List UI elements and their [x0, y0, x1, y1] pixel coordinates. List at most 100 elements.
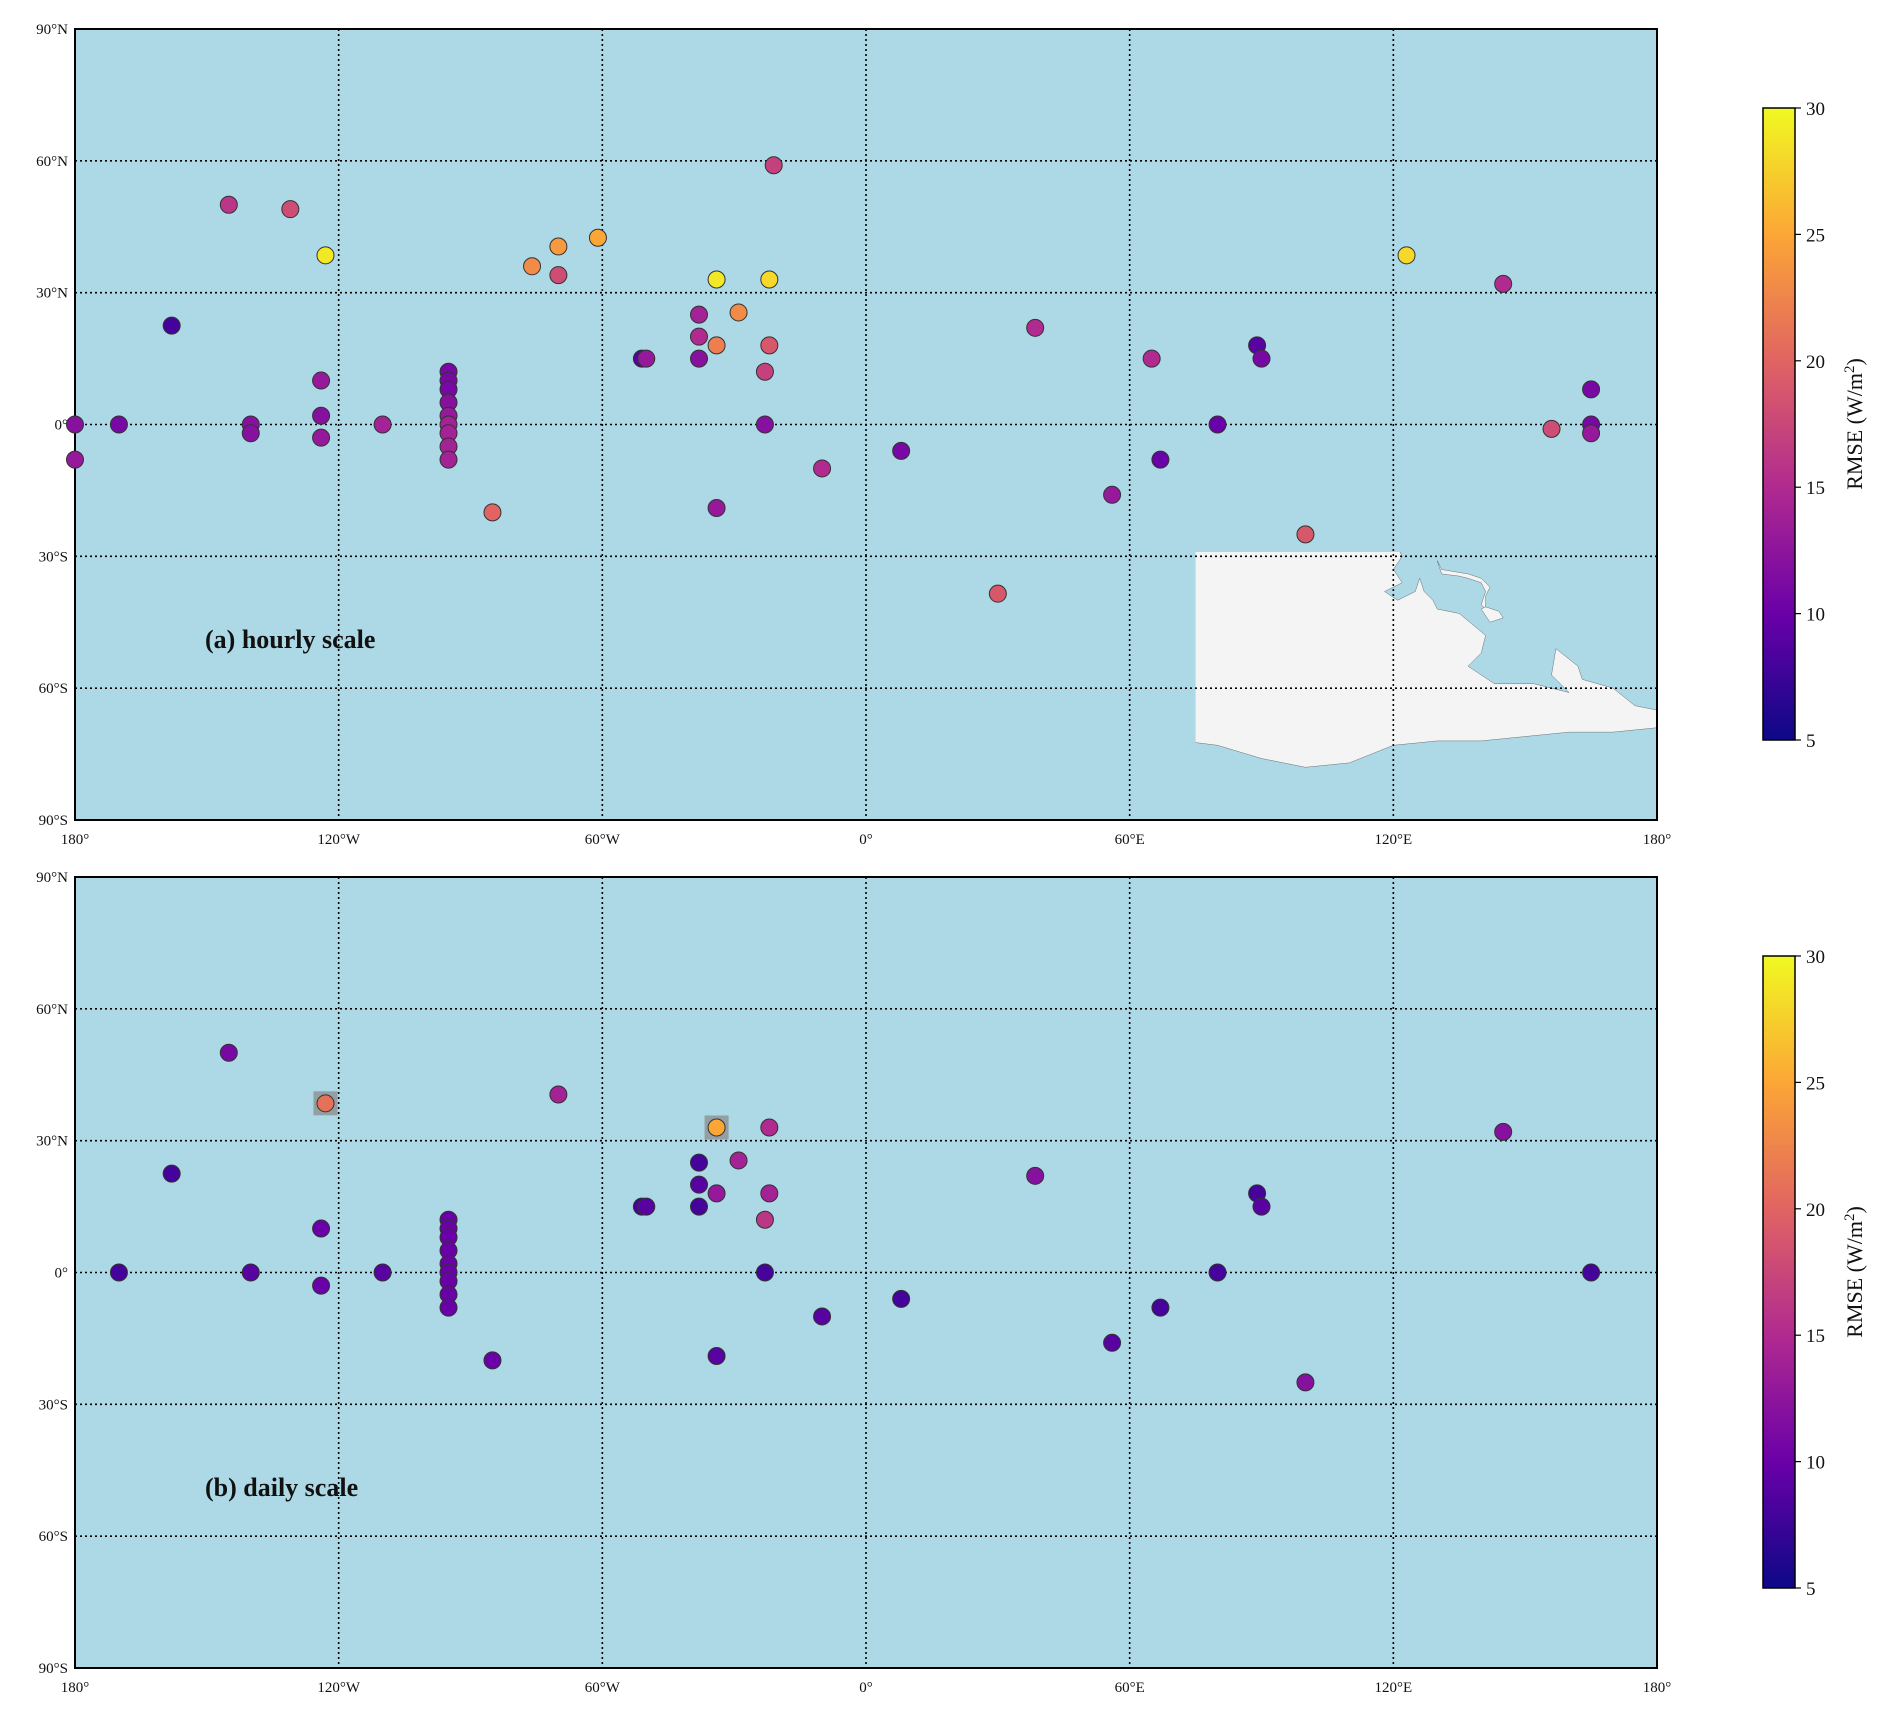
station-point	[219, 195, 238, 214]
lat-tick-label: 90°N	[36, 22, 68, 38]
lon-tick-label: 60°E	[1115, 832, 1145, 848]
lon-tick-label: 0°	[859, 1680, 873, 1696]
station-point	[241, 424, 260, 443]
station-point	[1026, 1166, 1045, 1185]
station-point	[707, 1184, 726, 1203]
land-layer	[1195, 551, 1657, 791]
lat-tick-label: 30°N	[36, 1134, 68, 1150]
colorbar-tick-label: 30	[1806, 947, 1825, 968]
station-point	[707, 270, 726, 289]
station-point	[988, 584, 1007, 603]
colorbar-tick-label: 5	[1806, 731, 1816, 752]
station-point	[690, 1175, 709, 1194]
station-point	[549, 1085, 568, 1104]
station-point	[312, 371, 331, 390]
colorbar-tick-label: 10	[1806, 1453, 1825, 1474]
station-point	[1252, 1197, 1271, 1216]
station-point	[1151, 450, 1170, 469]
panel-title-hourly: (a) hourly scale	[205, 625, 375, 654]
map-panel-hourly: 90°N 60°N 30°N 0° 30°S 60°S 90°S 180° 120°W 60°W 0…	[36, 22, 1671, 848]
station-point	[1103, 1333, 1122, 1352]
station-point	[690, 349, 709, 368]
station-point	[316, 246, 335, 265]
lat-tick-label: 30°N	[36, 286, 68, 302]
station-point	[523, 257, 542, 276]
station-point	[690, 327, 709, 346]
lon-tick-label: 60°W	[585, 1680, 621, 1696]
lon-tick-label: 120°W	[317, 832, 360, 848]
station-point	[1494, 274, 1513, 293]
station-point	[1582, 1263, 1601, 1282]
lat-tick-label: 90°S	[39, 813, 68, 829]
station-point	[760, 270, 779, 289]
lon-tick-label: 120°E	[1374, 1680, 1412, 1696]
lat-tick-label: 60°N	[36, 1002, 68, 1018]
station-point	[588, 228, 607, 247]
lon-tick-label: 120°W	[317, 1680, 360, 1696]
station-point	[1397, 246, 1416, 265]
station-points	[66, 156, 1601, 603]
station-point	[316, 1094, 335, 1113]
colorbar-gradient	[1762, 107, 1796, 741]
station-point	[637, 349, 656, 368]
station-point	[312, 1219, 331, 1238]
station-point	[1252, 349, 1271, 368]
lon-tick-label: 120°E	[1374, 832, 1412, 848]
station-point	[690, 1153, 709, 1172]
lat-tick-label: 30°S	[39, 549, 68, 565]
colorbar-tick-label: 25	[1806, 225, 1825, 246]
station-point	[162, 316, 181, 335]
lon-tick-label: 180°	[61, 832, 90, 848]
station-point	[439, 450, 458, 469]
station-point	[760, 1184, 779, 1203]
station-point	[760, 336, 779, 355]
colorbar-tick-label: 15	[1806, 478, 1825, 499]
colorbar-tick-label: 15	[1806, 1326, 1825, 1347]
station-point	[755, 362, 774, 381]
station-points	[109, 1043, 1601, 1392]
colorbar-tick-label: 20	[1806, 1200, 1825, 1221]
station-point	[1296, 1373, 1315, 1392]
station-point	[729, 1151, 748, 1170]
lat-tick-label: 90°N	[36, 870, 68, 886]
station-point	[219, 1043, 238, 1062]
station-point	[813, 1307, 832, 1326]
lon-tick-label: 60°E	[1115, 1680, 1145, 1696]
colorbar-tick-label: 20	[1806, 352, 1825, 373]
map-panel-daily: 90°N 60°N 30°N 0° 30°S 60°S 90°S 180° 120°W 60°W 0…	[36, 870, 1671, 1696]
station-point	[892, 1289, 911, 1308]
station-point	[1542, 419, 1561, 438]
station-point	[66, 415, 84, 434]
lat-tick-label: 60°N	[36, 154, 68, 170]
station-point	[66, 450, 84, 469]
station-point	[755, 1210, 774, 1229]
lon-tick-label: 60°W	[585, 832, 621, 848]
station-point	[109, 415, 128, 434]
station-point	[1494, 1122, 1513, 1141]
gridlines	[75, 877, 1657, 1668]
station-point	[760, 1118, 779, 1137]
colorbar-tick-label: 25	[1806, 1073, 1825, 1094]
station-point	[1151, 1298, 1170, 1317]
lat-tick-label: 0°	[55, 1266, 69, 1282]
station-point	[1026, 318, 1045, 337]
gridlines	[75, 29, 1657, 820]
station-point	[483, 1351, 502, 1370]
station-point	[439, 1298, 458, 1317]
station-point	[729, 303, 748, 322]
station-point	[109, 1263, 128, 1282]
station-point	[764, 156, 783, 175]
station-point	[690, 1197, 709, 1216]
station-point	[892, 441, 911, 460]
station-point	[312, 406, 331, 425]
station-point	[755, 415, 774, 434]
station-point	[373, 1263, 392, 1282]
station-point	[690, 305, 709, 324]
station-point	[1582, 424, 1601, 443]
station-point	[1208, 1263, 1227, 1282]
station-point	[707, 498, 726, 517]
station-point	[549, 266, 568, 285]
map-frame	[74, 876, 1658, 1669]
colorbar-tick-label: 10	[1806, 605, 1825, 626]
